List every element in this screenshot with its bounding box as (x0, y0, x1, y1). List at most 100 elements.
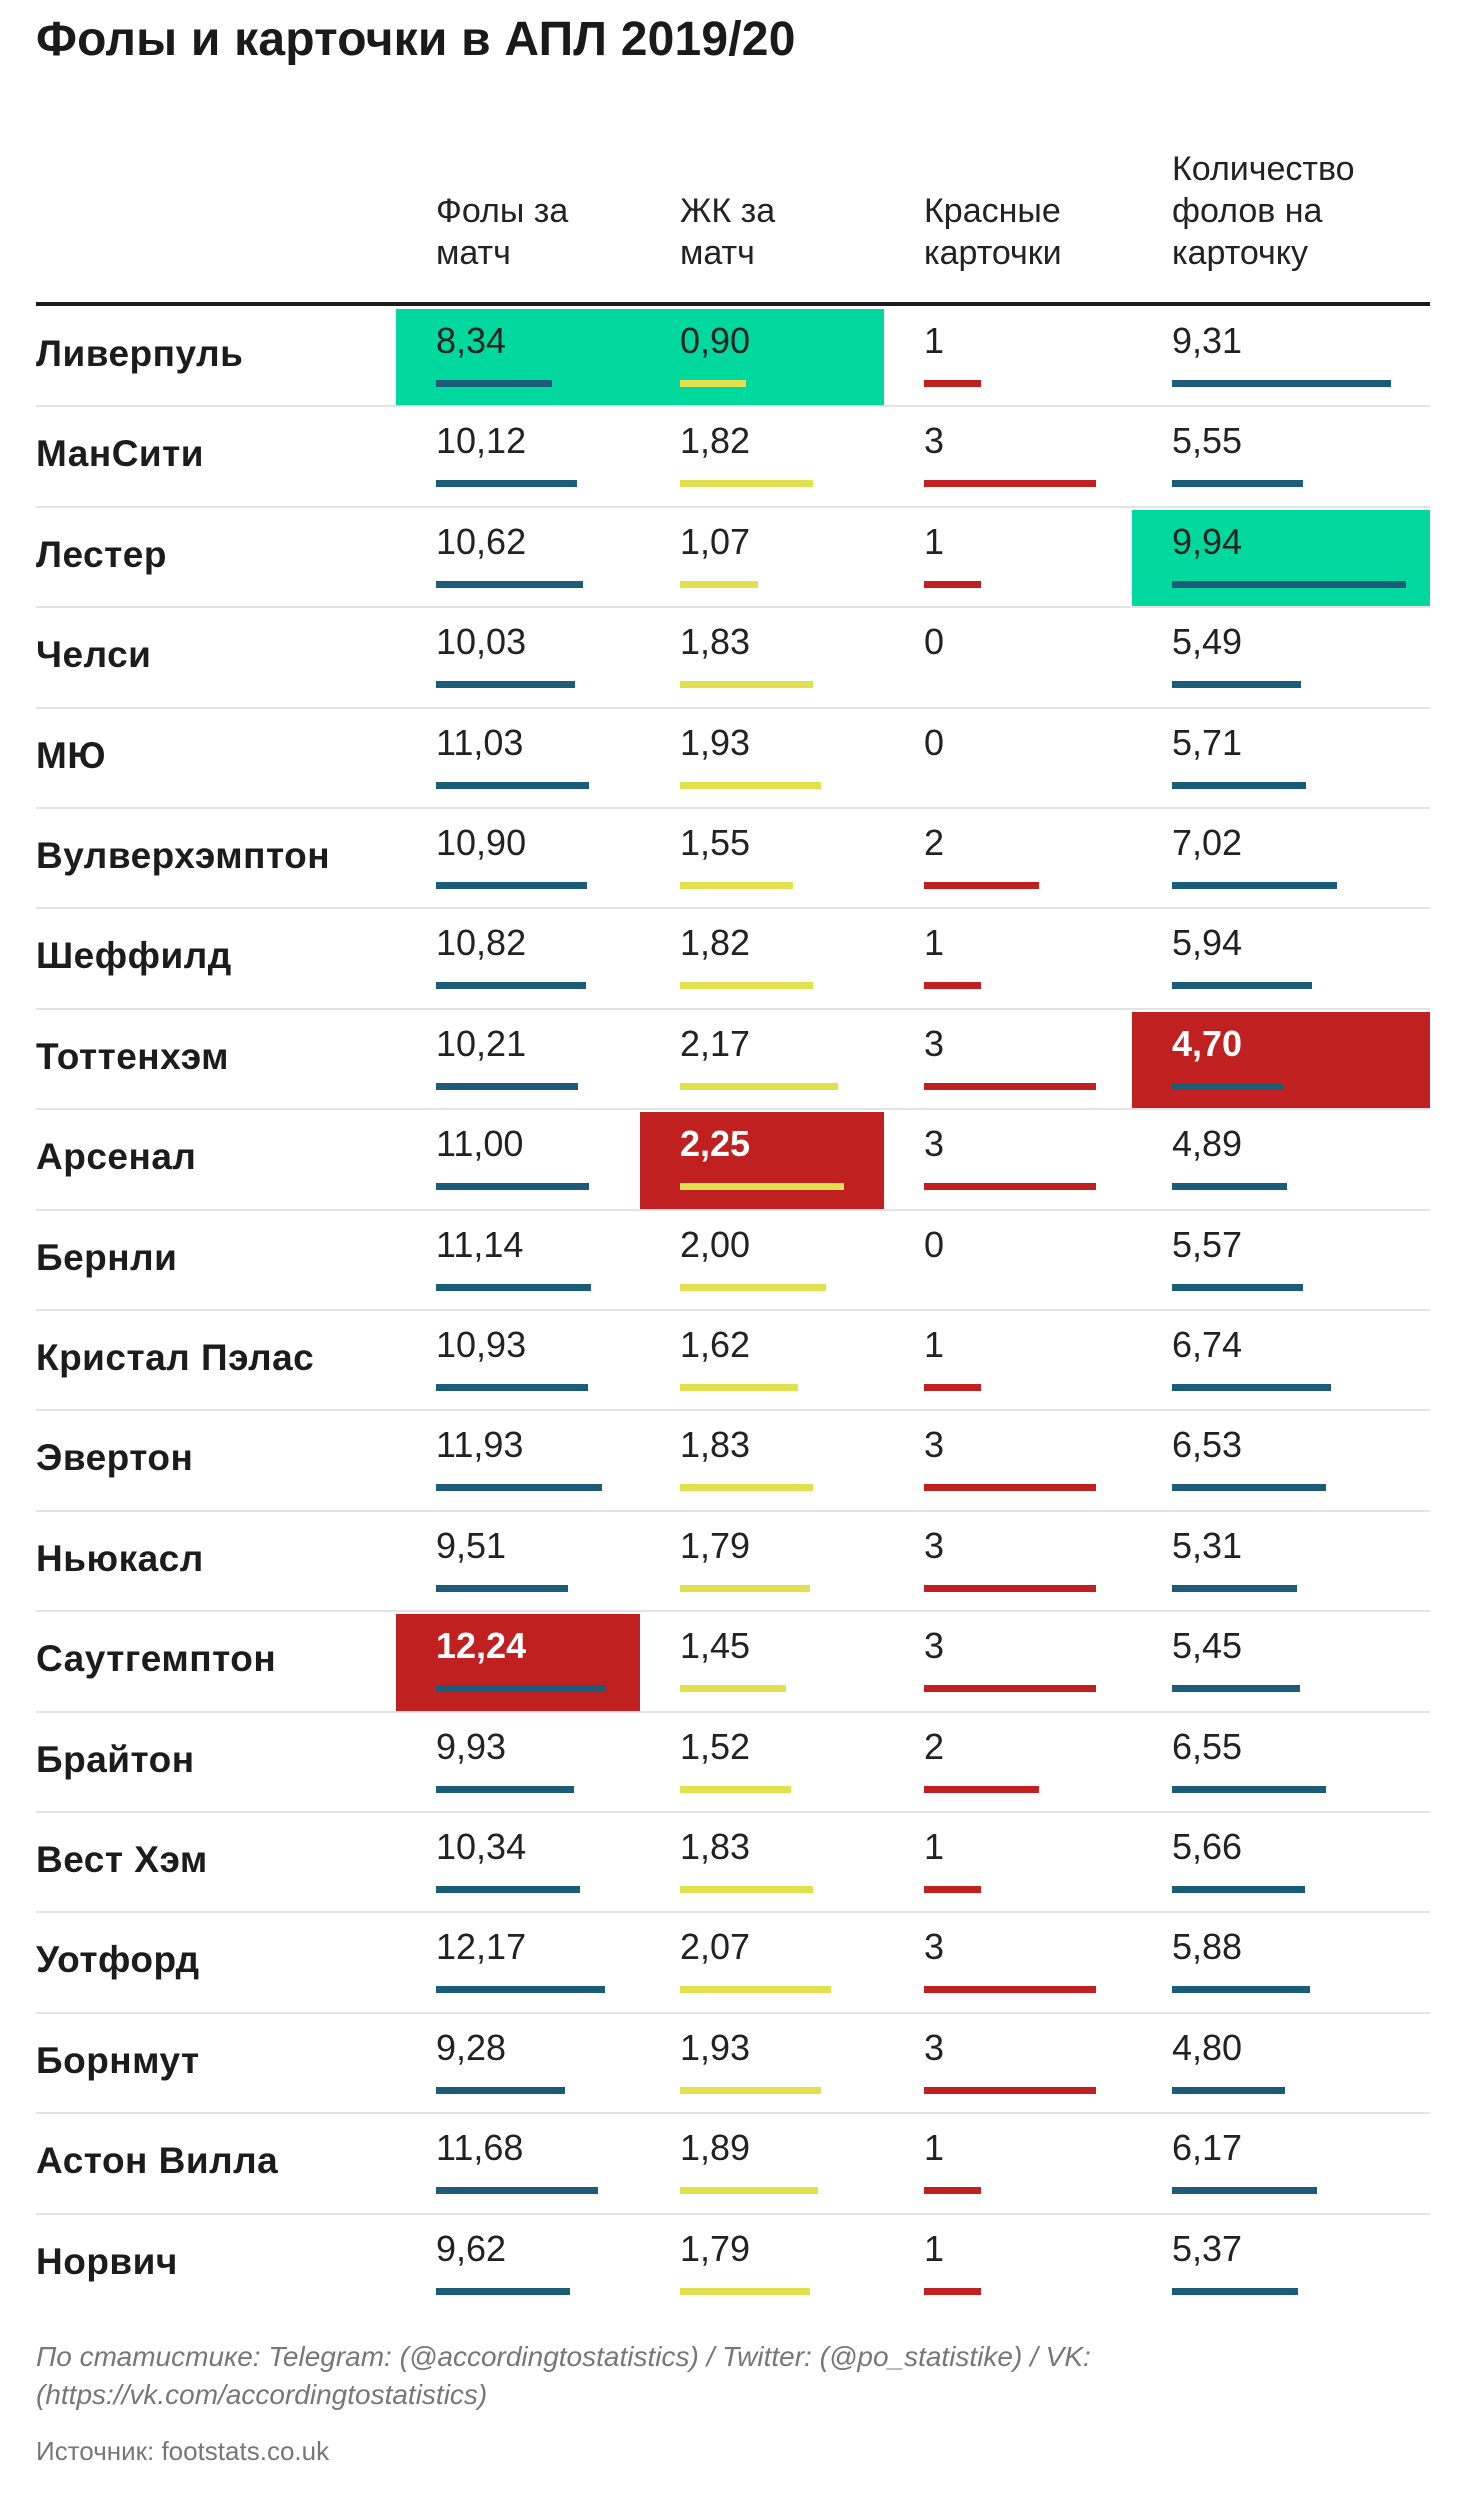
column-header-yellow-cards-line-2: матч (680, 234, 755, 272)
bar-red-cards (924, 1384, 981, 1391)
bar-yellow-cards (680, 1584, 810, 1592)
bar-fouls (436, 1886, 580, 1893)
row-separator (36, 505, 1430, 508)
bar-fouls-per-card (1172, 1685, 1300, 1693)
bar-red-cards (924, 580, 981, 588)
team-name: Вест Хэм (36, 1839, 208, 1880)
bar-red-cards (924, 2287, 981, 2295)
value-red-cards: 3 (924, 420, 945, 462)
column-header-fouls-per-card-line-3: карточку (1172, 234, 1309, 272)
bar-fouls-per-card (1172, 882, 1337, 889)
value-yellow-cards: 2,25 (680, 1123, 751, 1165)
column-header-red-cards: Красные карточки (924, 190, 1062, 274)
row-separator (36, 1610, 1430, 1613)
bar-fouls (436, 982, 586, 990)
value-yellow-cards: 1,52 (680, 1725, 751, 1767)
value-yellow-cards: 1,79 (680, 1524, 751, 1566)
bar-fouls (436, 882, 587, 889)
value-fouls-per-card: 9,94 (1172, 520, 1243, 562)
highlight-cell-fouls-per-card (1132, 509, 1430, 608)
bar-yellow-cards (680, 1384, 798, 1391)
value-yellow-cards: 1,83 (680, 1424, 751, 1466)
bar-yellow-cards (680, 681, 813, 689)
bar-fouls (436, 1283, 591, 1291)
bar-fouls (436, 1986, 605, 1994)
bar-red-cards (924, 1183, 1096, 1191)
row-separator (36, 907, 1430, 910)
value-fouls-per-card: 5,31 (1172, 1524, 1243, 1566)
bar-yellow-cards (680, 2086, 821, 2094)
header-rule (36, 302, 1430, 306)
value-red-cards: 1 (924, 2227, 945, 2269)
column-header-fouls-line-2: матч (436, 234, 511, 272)
bar-red-cards (924, 2086, 1096, 2094)
value-fouls: 10,93 (436, 1324, 527, 1365)
row-separator (36, 1911, 1430, 1914)
bar-fouls (436, 2086, 565, 2094)
value-fouls: 11,03 (436, 721, 524, 763)
value-fouls: 12,24 (436, 1625, 527, 1667)
bar-fouls-per-card (1172, 1082, 1283, 1090)
column-header-fouls-line-1: Фолы за (436, 192, 569, 230)
value-fouls: 10,62 (436, 520, 527, 562)
bar-red-cards (924, 1986, 1096, 1994)
bar-yellow-cards (680, 2287, 810, 2295)
value-fouls-per-card: 5,45 (1172, 1625, 1243, 1667)
bar-yellow-cards (680, 380, 746, 387)
value-fouls: 9,28 (436, 2026, 507, 2068)
bar-yellow-cards (680, 2187, 818, 2195)
bar-fouls (436, 2187, 598, 2195)
highlight-cell-fouls (396, 1614, 640, 1712)
bar-yellow-cards (680, 480, 813, 488)
row-separator (36, 1509, 1430, 1512)
row-separator (36, 2112, 1430, 2115)
value-yellow-cards: 1,62 (680, 1324, 751, 1365)
column-header-fouls-per-card-line-1: Количество (1172, 150, 1355, 188)
value-fouls-per-card: 5,66 (1172, 1826, 1243, 1867)
value-fouls-per-card: 7,02 (1172, 822, 1243, 863)
team-name: Астон Вилла (36, 2140, 279, 2182)
bar-fouls (436, 380, 552, 387)
value-fouls: 9,51 (436, 1524, 507, 1566)
bar-yellow-cards (680, 1685, 786, 1693)
team-name: Эвертон (36, 1437, 194, 1479)
bar-fouls (436, 1785, 574, 1793)
value-fouls-per-card: 9,31 (1172, 320, 1243, 361)
value-fouls: 10,12 (436, 420, 527, 462)
value-red-cards: 3 (924, 1524, 945, 1566)
bar-fouls (436, 1384, 588, 1391)
bar-red-cards (924, 2187, 981, 2195)
value-red-cards: 3 (924, 1123, 945, 1165)
bar-fouls-per-card (1172, 1986, 1310, 1994)
value-fouls: 11,93 (436, 1424, 524, 1466)
team-name: Арсенал (36, 1136, 197, 1178)
value-red-cards: 3 (924, 1926, 945, 1968)
row-separator (36, 606, 1430, 609)
bar-yellow-cards (680, 781, 821, 789)
team-name: Норвич (36, 2240, 178, 2282)
value-yellow-cards: 1,82 (680, 922, 751, 964)
value-yellow-cards: 2,17 (680, 1022, 751, 1064)
value-yellow-cards: 1,93 (680, 2026, 751, 2068)
column-header-yellow-cards: ЖК за матч (680, 190, 775, 274)
row-separator (36, 1811, 1430, 1813)
value-fouls: 8,34 (436, 320, 507, 361)
bar-red-cards (924, 1584, 1096, 1592)
bar-fouls-per-card (1172, 1384, 1331, 1391)
bar-fouls-per-card (1172, 681, 1301, 689)
value-fouls-per-card: 6,17 (1172, 2127, 1243, 2169)
value-yellow-cards: 1,83 (680, 1826, 751, 1867)
bar-fouls (436, 2287, 570, 2295)
bar-fouls-per-card (1172, 982, 1312, 990)
value-fouls-per-card: 6,55 (1172, 1725, 1243, 1767)
row-separator (36, 1208, 1430, 1211)
team-name: Борнмут (36, 2039, 200, 2081)
column-header-red-cards-line-2: карточки (924, 234, 1062, 272)
row-separator (36, 807, 1430, 809)
bar-yellow-cards (680, 1082, 838, 1090)
row-separator (36, 405, 1430, 408)
row-separator (36, 1710, 1430, 1713)
value-fouls-per-card: 5,88 (1172, 1926, 1243, 1968)
value-yellow-cards: 2,07 (680, 1926, 751, 1968)
row-separator (36, 1108, 1430, 1111)
